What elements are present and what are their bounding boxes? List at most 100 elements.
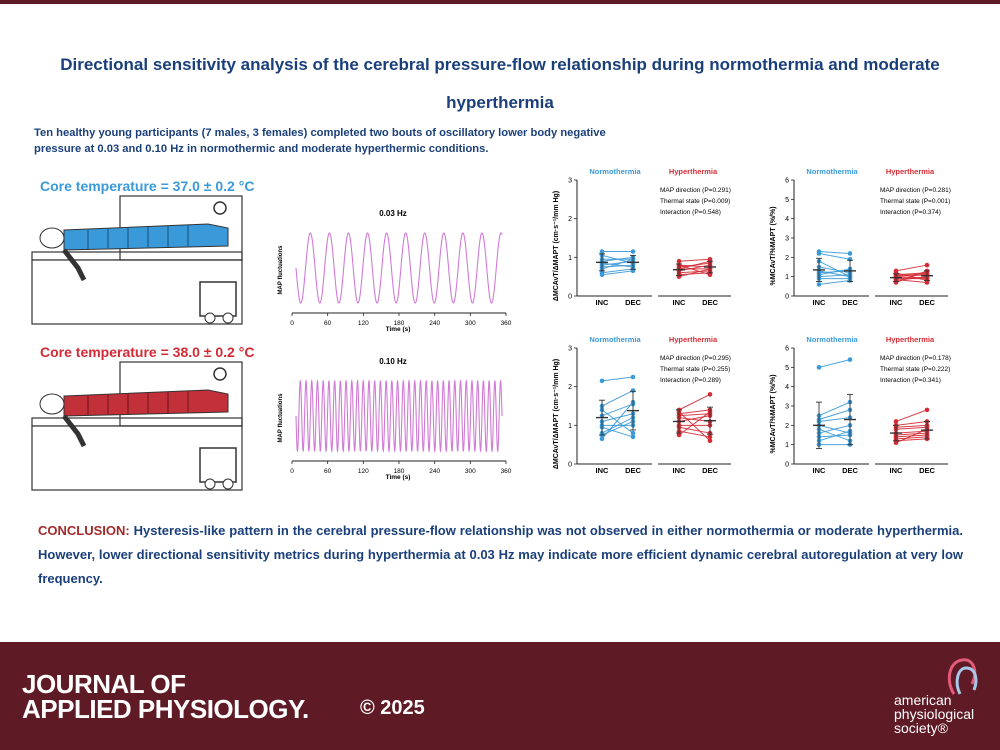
y-axis-label: MAP fluctuations — [278, 393, 284, 443]
stat-thermal-state: Thermal state (P=0.222) — [880, 366, 950, 373]
normo-participant-line — [601, 390, 634, 407]
x-tick-normo-dec: DEC — [625, 298, 641, 307]
normo-participant-line — [601, 262, 634, 268]
legend-hyperthermia: Hyperthermia — [669, 335, 718, 344]
x-tick-hyper-inc: INC — [673, 466, 687, 475]
x-tick-hyper-inc: INC — [890, 298, 904, 307]
x-tick-normo-dec: DEC — [625, 466, 641, 475]
stat-map-direction: MAP direction (P=0.178) — [880, 355, 951, 362]
journal-name-line1: JOURNAL OF — [22, 669, 186, 699]
hyper-participant-line — [678, 260, 711, 270]
normo-dec-point — [847, 357, 853, 362]
normo-participant-line — [818, 266, 851, 274]
y-axis-label: %MCAvT/%MAPT (%/%) — [770, 206, 777, 285]
x-tick-label: 60 — [324, 468, 332, 475]
society-line1: american — [894, 692, 952, 708]
x-tick-label: 120 — [358, 320, 369, 327]
normo-dec-point — [630, 430, 636, 436]
y-tick-label: 1 — [785, 442, 789, 449]
stat-thermal-state: Thermal state (P=0.009) — [660, 198, 730, 205]
scatter-panel-gain-003hz: ΔMCAvT/ΔMAPT (cm·s⁻¹/mm Hg) Normothermia… — [553, 167, 731, 307]
legend-normothermia: Normothermia — [589, 167, 641, 176]
y-tick-label: 1 — [568, 255, 572, 262]
chart-title: 0.03 Hz — [379, 209, 407, 218]
x-tick-normo-dec: DEC — [842, 466, 858, 475]
normo-participant-line — [818, 409, 851, 421]
x-axis-label: Time (s) — [386, 326, 411, 333]
hyper-dec-point — [707, 392, 713, 397]
y-tick-label: 2 — [785, 423, 789, 430]
legend-normothermia: Normothermia — [806, 167, 858, 176]
y-tick-label: 3 — [568, 178, 572, 185]
stat-map-direction: MAP direction (P=0.295) — [660, 355, 731, 362]
x-tick-label: 180 — [394, 320, 405, 327]
y-tick-label: 0 — [785, 462, 789, 469]
legend-normothermia: Normothermia — [806, 335, 858, 344]
hyper-participant-line — [895, 273, 928, 277]
legend-hyperthermia: Hyperthermia — [669, 167, 718, 176]
hyper-participant-line — [895, 264, 928, 272]
normo-dec-point — [847, 251, 853, 256]
hyper-participant-line — [895, 424, 928, 428]
hyper-dec-point — [707, 438, 713, 444]
core-temperature-normothermia: Core temperature = 37.0 ± 0.2 °C — [40, 178, 255, 194]
scatter-panel-percent-003hz: %MCAvT/%MAPT (%/%) Normothermia Hyperthe… — [770, 167, 951, 307]
hyper-inc-point — [893, 440, 899, 446]
hyper-dec-point — [707, 272, 713, 278]
stat-thermal-state: Thermal state (P=0.001) — [880, 198, 950, 205]
y-tick-label: 3 — [785, 404, 789, 411]
chart-title: 0.10 Hz — [379, 357, 407, 366]
x-tick-label: 120 — [358, 468, 369, 475]
x-tick-label: 300 — [465, 468, 476, 475]
normo-participant-line — [601, 264, 634, 268]
sine-chart-010hz: 0.10 Hz MAP fluctuations Time (s) 0 60 120… — [278, 357, 512, 481]
y-axis-label: MAP fluctuations — [278, 245, 284, 295]
normo-inc-point — [599, 436, 605, 442]
conclusion-paragraph: CONCLUSION: Hysteresis-like pattern in t… — [38, 519, 963, 591]
x-tick-normo-inc: INC — [596, 466, 610, 475]
legend-normothermia: Normothermia — [589, 335, 641, 344]
y-tick-label: 2 — [785, 255, 789, 262]
normo-participant-line — [601, 421, 634, 436]
normo-participant-line — [601, 256, 634, 262]
normo-dec-point — [630, 249, 636, 254]
normo-participant-line — [601, 270, 634, 276]
y-tick-label: 0 — [568, 462, 572, 469]
normo-participant-line — [601, 376, 634, 382]
normo-dec-point — [630, 434, 636, 440]
x-tick-label: 60 — [324, 320, 332, 327]
normo-participant-line — [818, 270, 851, 278]
y-tick-label: 3 — [568, 346, 572, 353]
normo-participant-line — [818, 280, 851, 285]
y-tick-label: 5 — [785, 197, 789, 204]
normo-inc-point — [816, 365, 822, 370]
stat-interaction: Interaction (P=0.548) — [660, 209, 721, 216]
hyper-dec-point — [924, 280, 930, 285]
hyper-dec-point — [924, 407, 930, 413]
footer-band — [0, 642, 1000, 750]
scatter-panel-percent-010hz: %MCAvT/%MAPT (%/%) Normothermia Hyperthe… — [770, 335, 951, 475]
normo-dec-point — [630, 374, 636, 380]
y-tick-label: 6 — [785, 178, 789, 185]
y-tick-label: 4 — [785, 384, 789, 391]
y-tick-label: 2 — [568, 216, 572, 223]
society-line2: physiological — [894, 706, 975, 722]
stat-thermal-state: Thermal state (P=0.255) — [660, 366, 730, 373]
x-tick-label: 0 — [290, 320, 294, 327]
journal-logo: JOURNAL OF APPLIED PHYSIOLOGY. — [22, 669, 309, 724]
normo-participant-line — [601, 409, 634, 434]
y-axis-label: ΔMCAvT/ΔMAPT (cm·s⁻¹/mm Hg) — [553, 359, 560, 469]
x-tick-label: 300 — [465, 320, 476, 327]
hyper-participant-line — [678, 426, 711, 434]
journal-name-line2: APPLIED PHYSIOLOGY. — [22, 694, 309, 724]
stat-interaction: Interaction (P=0.374) — [880, 209, 941, 216]
x-tick-label: 240 — [429, 320, 440, 327]
legend-hyperthermia: Hyperthermia — [886, 167, 935, 176]
hyper-inc-point — [676, 258, 682, 264]
normo-participant-line — [601, 268, 634, 274]
map-fluctuation-line — [295, 379, 503, 453]
normo-inc-point — [599, 272, 605, 278]
hyper-participant-line — [895, 409, 928, 422]
hyper-participant-line — [895, 428, 928, 444]
conclusion-label: CONCLUSION: — [38, 523, 130, 538]
